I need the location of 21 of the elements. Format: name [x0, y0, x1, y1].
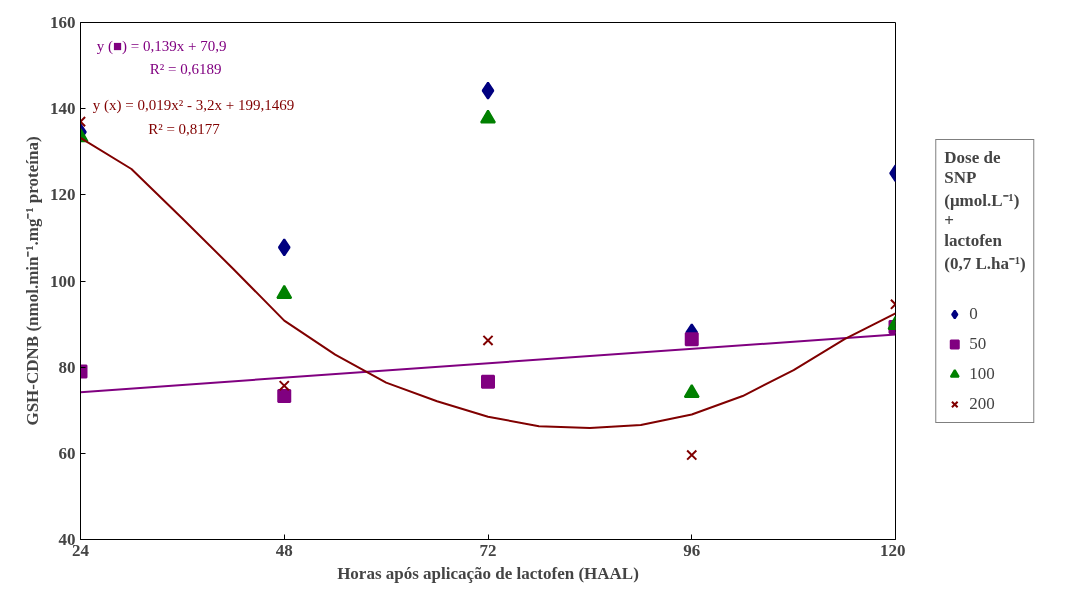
- x-tick-label: 48: [275, 540, 293, 560]
- y-tick-label: 60: [58, 443, 76, 463]
- annotation: R² = 0,8177: [148, 120, 221, 137]
- legend-label: 50: [969, 333, 988, 354]
- x-tick-label: 120: [880, 540, 906, 560]
- legend-label: 100: [969, 363, 995, 384]
- y-tick-label: 140: [50, 99, 76, 119]
- legend-title: Dose de SNP (μmol.L⁻¹) + lactofen (0,7 L.ha⁻¹): [944, 147, 1026, 274]
- annotation: R² = 0,6189: [149, 61, 222, 78]
- annotation: y (x) = 0,019x² - 3,2x + 199,1469: [92, 97, 295, 115]
- legend-label: 0: [969, 303, 979, 324]
- x-axis-title: Horas após aplicação de lactofen (HAAL): [337, 563, 639, 583]
- y-tick-label: 100: [50, 271, 76, 291]
- y-tick-label: 80: [58, 357, 76, 377]
- annotation: y (■) = 0,139x + 70,9: [96, 38, 227, 56]
- y-axis-title: GSH-CDNB (nmol.min⁻¹.mg⁻¹ proteína): [23, 136, 42, 426]
- legend-label: 200: [969, 393, 995, 414]
- y-tick-label: 160: [50, 13, 76, 32]
- y-tick-label: 120: [50, 185, 76, 205]
- x-tick-label: 96: [683, 540, 701, 560]
- x-tick-label: 72: [479, 540, 497, 560]
